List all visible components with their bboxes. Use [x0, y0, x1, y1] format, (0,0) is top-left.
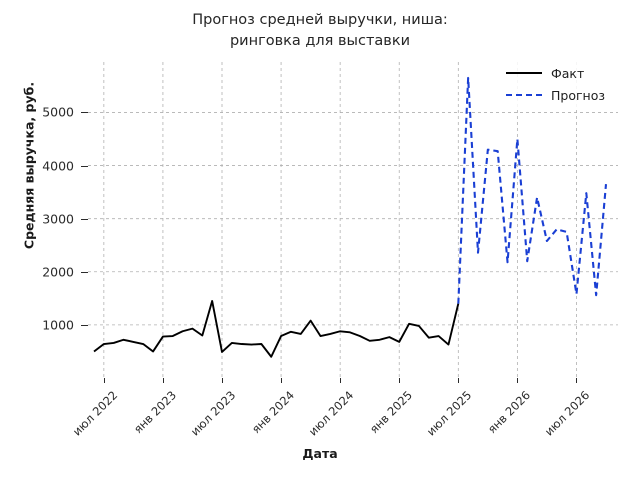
y-tick-mark — [81, 112, 88, 114]
chart-title: Прогноз средней выручки, ниша: ринговка … — [192, 12, 448, 49]
x-tick-label: июл 2024 — [305, 388, 357, 439]
y-tick-label: 4000 — [42, 158, 74, 174]
x-tick-label: июл 2026 — [542, 388, 593, 439]
series-line-fact — [93, 300, 460, 358]
x-tick-mark — [458, 378, 460, 383]
legend-swatch-forecast — [505, 89, 543, 101]
chart-legend: Факт Прогноз — [499, 60, 614, 108]
x-tick-mark — [281, 378, 283, 383]
gridlines — [88, 62, 618, 378]
x-tick-label: июл 2023 — [187, 388, 239, 439]
x-tick-label: янв 2024 — [248, 388, 298, 437]
x-tick-mark — [340, 378, 342, 383]
y-tick-label: 1000 — [42, 317, 74, 333]
x-tick-mark — [517, 378, 519, 383]
legend-item[interactable]: Факт — [505, 65, 605, 81]
y-tick-label: 5000 — [42, 104, 74, 120]
x-tick-label: янв 2025 — [367, 388, 416, 437]
y-tick-mark — [81, 218, 88, 220]
y-axis-tick-marks — [78, 62, 88, 378]
y-axis-tick-labels: 1000 2000 3000 4000 5000 — [0, 62, 74, 378]
x-tick-mark — [399, 378, 401, 383]
x-tick-mark — [162, 378, 164, 383]
x-tick-mark — [222, 378, 223, 383]
legend-label: Прогноз — [551, 87, 606, 103]
legend-item[interactable]: Прогноз — [505, 87, 605, 103]
y-tick-label: 3000 — [42, 211, 74, 227]
x-tick-label: июл 2025 — [424, 388, 475, 439]
x-tick-mark — [576, 378, 578, 383]
x-tick-label: янв 2026 — [485, 388, 534, 437]
y-tick-mark — [81, 165, 88, 167]
x-axis-tick-marks — [88, 378, 618, 386]
legend-label: Факт — [551, 65, 585, 81]
y-tick-mark — [81, 271, 88, 273]
plot-svg — [88, 62, 618, 378]
legend-swatch-fact — [505, 67, 543, 79]
y-tick-label: 2000 — [42, 264, 74, 280]
series-line-forecast — [457, 76, 608, 304]
x-tick-mark — [103, 378, 105, 383]
plot-area — [88, 62, 618, 378]
y-tick-mark — [81, 324, 88, 326]
x-tick-label: янв 2023 — [130, 388, 179, 437]
x-axis-label: Дата — [302, 446, 338, 461]
data-series-layer — [93, 76, 608, 358]
x-tick-label: июл 2022 — [69, 388, 121, 439]
